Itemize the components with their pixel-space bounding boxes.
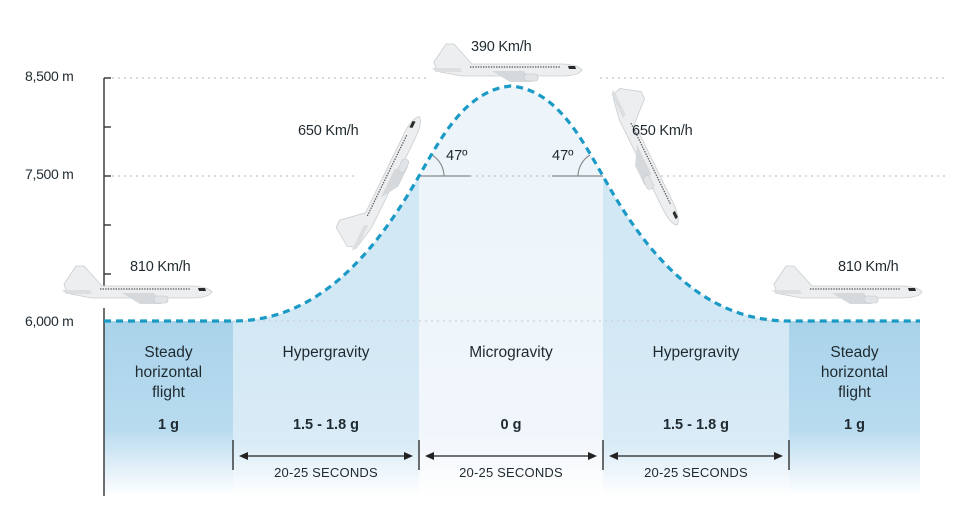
g-value-hypergravity-left: 1.5 - 1.8 g bbox=[292, 417, 360, 433]
speed-right-descent: 650 Km/h bbox=[632, 123, 693, 139]
angle-left: 47º bbox=[446, 148, 468, 164]
phase-label-hypergravity-right: Hypergravity bbox=[652, 344, 740, 361]
double-arrow-icon bbox=[239, 452, 783, 460]
duration-microgravity: 20-25 SECONDS bbox=[459, 465, 563, 480]
micro-block bbox=[419, 176, 603, 496]
hyper-block-left bbox=[233, 321, 419, 496]
speed-top: 390 Km/h bbox=[471, 39, 532, 55]
y-label-7500: 7,500 m bbox=[25, 166, 74, 182]
phase-label-steady-left: Steady horizontal flight bbox=[134, 344, 203, 401]
y-label-8500: 8,500 m bbox=[25, 68, 74, 84]
flight-trajectory bbox=[104, 84, 920, 323]
y-label-6000: 6,000 m bbox=[25, 313, 74, 329]
duration-hypergravity-right: 20-25 SECONDS bbox=[644, 465, 748, 480]
g-value-microgravity: 0 g bbox=[500, 417, 522, 433]
phase-label-microgravity: Microgravity bbox=[469, 344, 553, 361]
phase-label-hypergravity-left: Hypergravity bbox=[282, 344, 370, 361]
g-value-hypergravity-right: 1.5 - 1.8 g bbox=[662, 417, 730, 433]
speed-right-level: 810 Km/h bbox=[838, 259, 899, 275]
g-value-steady-left: 1 g bbox=[158, 417, 179, 433]
steady-block-left bbox=[104, 321, 233, 496]
duration-hypergravity-left: 20-25 SECONDS bbox=[274, 465, 378, 480]
g-value-steady-right: 1 g bbox=[844, 417, 865, 433]
hyper-block-right bbox=[603, 321, 789, 496]
phase-label-steady-right: Steady horizontal flight bbox=[820, 344, 889, 401]
steady-block-right bbox=[789, 321, 920, 496]
speed-left-level: 810 Km/h bbox=[130, 259, 191, 275]
speed-left-climb: 650 Km/h bbox=[298, 123, 359, 139]
angle-right: 47º bbox=[552, 148, 574, 164]
